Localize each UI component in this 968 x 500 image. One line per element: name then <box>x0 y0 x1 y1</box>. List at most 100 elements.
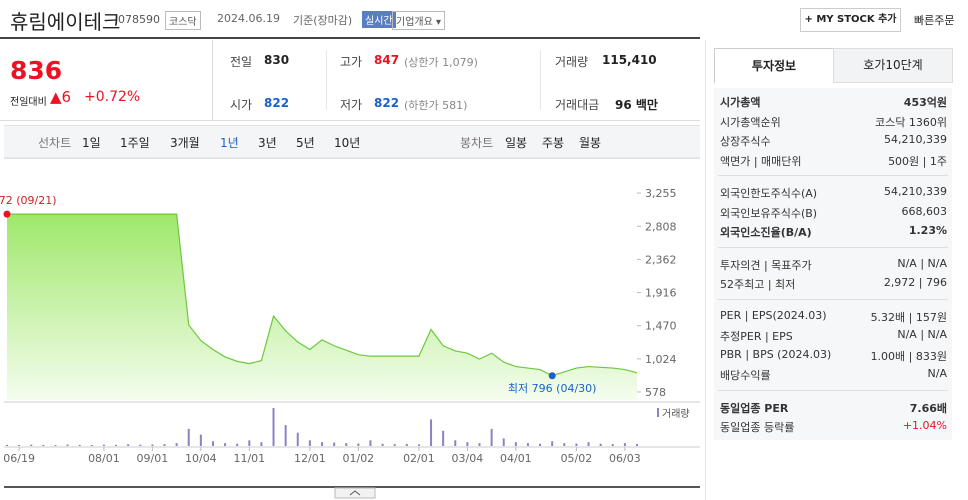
info-value: 1.00배 | 833원 <box>870 349 947 363</box>
quote-note: (하한가 581) <box>404 99 468 112</box>
info-label: 외국인한도주식수(A) <box>720 187 818 200</box>
volume-bar <box>18 445 21 446</box>
change-value: 6 <box>61 88 72 106</box>
x-tick-label: 04/01 <box>500 452 532 465</box>
quick-order[interactable]: 빠른주문 <box>914 14 955 27</box>
volume-bar <box>490 428 493 446</box>
volume-bar <box>296 432 299 446</box>
section-divider <box>718 389 948 391</box>
volume-bar <box>284 425 287 446</box>
info-value: 5.32배 | 157원 <box>870 310 947 324</box>
y-tick-label: 2,808 <box>645 220 677 233</box>
period-tab[interactable]: 10년 <box>334 136 361 150</box>
info-label: 투자의견 | 목표주가 <box>720 258 812 272</box>
volume-bar <box>224 443 227 446</box>
y-tick-label: 1,916 <box>645 287 677 300</box>
volume-bar <box>236 443 239 446</box>
info-label: 시가총액순위 <box>720 115 781 129</box>
info-label: 액면가 | 매매단위 <box>720 154 802 168</box>
high-marker <box>3 210 11 218</box>
volume-bar <box>211 441 214 446</box>
period-tab[interactable]: 주봉 <box>542 136 565 150</box>
volume-bar <box>551 441 554 446</box>
x-tick-label: 02/01 <box>403 452 435 465</box>
quote-value: 115,410 <box>602 53 657 67</box>
volume-bar <box>308 440 311 446</box>
info-label: 동일업종 PER <box>720 401 789 415</box>
volume-bar <box>502 438 505 446</box>
period-tab[interactable]: 5년 <box>296 136 315 150</box>
collapse-icon <box>349 490 361 496</box>
company-info-button[interactable]: 기업개요 ▾ <box>392 11 446 30</box>
volume-bar <box>163 444 166 446</box>
side-tab-active[interactable]: 투자정보 <box>714 48 834 83</box>
quote-note: (상한가 1,079) <box>404 56 478 69</box>
volume-bar <box>623 443 626 446</box>
quote-value: 847 <box>374 53 400 67</box>
period-bar <box>4 125 700 159</box>
quote-value: 822 <box>264 96 290 110</box>
change: ▲6 <box>50 88 72 106</box>
volume-bar <box>539 443 542 446</box>
volume-bar <box>321 442 323 446</box>
info-label: 배당수익률 <box>720 369 771 382</box>
info-value: 2,972 | 796 <box>883 276 947 289</box>
collapse-button[interactable] <box>334 487 376 499</box>
realtime-badge[interactable]: 실시간 <box>362 11 396 28</box>
info-label: 상장주식수 <box>720 135 771 148</box>
quote-value: 822 <box>374 96 400 110</box>
side-box <box>714 88 952 440</box>
info-label: 52주최고 | 최저 <box>720 278 796 291</box>
line-chart-label: 선차트 <box>38 136 72 150</box>
info-label: 외국인보유주식수(B) <box>720 206 818 220</box>
period-tab[interactable]: 1년 <box>220 136 239 150</box>
quote-value: 96 백만 <box>615 98 658 112</box>
info-label: PBR | BPS (2024.03) <box>720 347 832 361</box>
my-stock-button[interactable]: + MY STOCK 추가 <box>800 8 901 32</box>
info-value: N/A | N/A <box>897 256 947 270</box>
volume-bar <box>454 440 457 446</box>
price: 836 <box>10 56 63 85</box>
divider <box>326 50 327 110</box>
volume-legend-swatch <box>657 408 659 417</box>
volume-bar <box>526 443 529 446</box>
company-info: 기업개요 <box>396 17 433 28</box>
volume-bar <box>417 444 420 446</box>
info-value: 7.66배 <box>909 401 947 415</box>
x-tick-label: 05/02 <box>561 452 593 465</box>
side-panel <box>705 40 964 500</box>
basis: 기준(장마감) <box>293 14 353 27</box>
volume-bar <box>636 443 638 446</box>
volume-bar <box>6 444 8 446</box>
info-value: 668,603 <box>901 204 948 218</box>
volume-bar <box>575 443 578 446</box>
period-tab[interactable]: 일봉 <box>505 136 528 150</box>
stock-name: 휴림에이테크 <box>10 10 121 34</box>
period-tab[interactable]: 1일 <box>82 136 101 150</box>
volume-bar <box>393 444 396 446</box>
info-label: 외국인소진율(B/A) <box>720 226 812 239</box>
period-tab[interactable]: 3년 <box>258 136 277 150</box>
volume-bar <box>611 444 614 446</box>
price-area <box>7 214 637 400</box>
period-tab[interactable]: 월봉 <box>579 136 602 150</box>
y-tick-label: 578 <box>645 386 666 399</box>
info-label: 추정PER | EPS <box>720 330 793 343</box>
section-divider <box>718 175 948 176</box>
period-tab[interactable]: 1주일 <box>120 136 150 150</box>
market-badge: 코스닥 <box>165 11 201 30</box>
volume-bar <box>54 445 57 446</box>
volume-bar <box>563 443 566 446</box>
period-tab[interactable]: 3개월 <box>170 136 200 150</box>
volume-bar <box>381 443 384 446</box>
low-label: 최저 796 (04/30) <box>508 382 597 395</box>
volume-bar <box>199 434 202 446</box>
info-value: 54,210,339 <box>884 185 947 198</box>
volume-bar <box>514 442 517 446</box>
info-label: PER | EPS(2024.03) <box>720 308 827 322</box>
side-tab[interactable]: 호가10단계 <box>833 48 953 83</box>
x-tick-label: 06/19 <box>3 452 35 465</box>
divider <box>540 50 541 110</box>
chart: 3,255 2,808 2,362 1,916 1,470 1,024 578 최고 2,97… <box>0 157 700 499</box>
volume-bar <box>466 442 469 446</box>
